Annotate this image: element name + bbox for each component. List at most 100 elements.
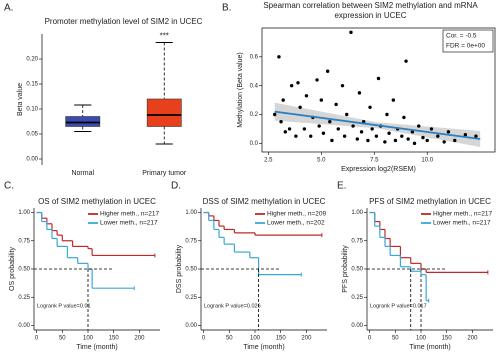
point	[294, 134, 298, 138]
point	[304, 94, 309, 98]
panel-label: C.	[4, 181, 14, 192]
point	[359, 130, 364, 134]
point	[391, 98, 396, 102]
x-tick-label: 7.5	[370, 158, 379, 164]
point	[366, 138, 370, 143]
point	[287, 127, 292, 131]
legend-text: FDR = 0e+00	[446, 43, 485, 50]
y-tick-label: 0.00	[18, 323, 30, 329]
fit-line	[274, 110, 481, 140]
point	[393, 138, 398, 143]
y-tick-label: 1.00	[18, 210, 30, 216]
panel-label: E.	[337, 181, 346, 192]
x-tick-label: 2.5	[264, 158, 273, 164]
point	[349, 30, 353, 35]
y-tick-label: 0.00	[351, 323, 363, 329]
point	[283, 130, 287, 134]
legend-text: Higher meth., n=217	[100, 211, 159, 218]
point	[446, 130, 451, 134]
y-tick-label: 0.75	[351, 238, 363, 244]
annotation: ***	[160, 32, 169, 41]
y-tick-label: 0.00	[26, 157, 38, 163]
point	[289, 83, 294, 88]
point	[374, 134, 379, 138]
legend-text: Lower meth., n=217	[433, 220, 491, 227]
point	[368, 105, 372, 110]
y-tick-label: 0.05	[26, 132, 38, 138]
chart-title: DSS of SIM2 methylation in UCEC	[203, 197, 326, 206]
box	[146, 98, 182, 127]
annotation: Logrank P value=0.01	[37, 303, 91, 309]
y-tick-label: 0.50	[18, 267, 30, 273]
x-axis-label: Expression log2(RSEM)	[341, 166, 416, 173]
x-tick-label: 50	[392, 336, 399, 342]
y-tick-label: 0.2	[250, 112, 259, 118]
chart-title: expression in UCEC	[334, 11, 406, 20]
point	[383, 140, 387, 144]
point	[387, 131, 391, 135]
y-tick-label: 1.00	[351, 210, 363, 216]
x-tick-label: 10.0	[421, 158, 433, 164]
point	[421, 135, 425, 140]
x-tick-label: 200	[301, 336, 312, 342]
chart-title: OS of SIM2 methylation in UCEC	[38, 197, 156, 206]
legend-box	[442, 29, 494, 53]
point	[376, 76, 381, 81]
point	[425, 138, 429, 143]
point	[309, 134, 313, 138]
point	[277, 55, 281, 59]
point	[330, 138, 334, 143]
plot-area	[261, 27, 496, 153]
x-tick-label: 100	[416, 336, 427, 342]
point	[406, 137, 410, 141]
x-tick-label: 150	[109, 336, 120, 342]
point	[442, 140, 446, 144]
chart-title: Spearman correlation between SIM2 methyl…	[263, 1, 478, 10]
x-tick-label: 50	[226, 336, 233, 342]
y-tick-label: 0.25	[18, 295, 30, 301]
y-axis-label: PFS probability	[342, 245, 349, 293]
x-tick-label: 0	[35, 336, 39, 342]
panel-label: D.	[171, 181, 181, 192]
panel-label: A.	[4, 3, 13, 14]
x-tick-label: 100	[250, 336, 261, 342]
point	[279, 120, 283, 124]
point	[355, 137, 360, 141]
point	[404, 59, 408, 63]
x-tick-label: 100	[83, 336, 94, 342]
y-axis-label: Beta value	[17, 83, 24, 116]
point	[340, 83, 345, 88]
point	[400, 134, 404, 138]
point	[328, 120, 332, 124]
y-tick-label: 0.25	[351, 295, 363, 301]
chart-title: Promoter methylation level of SIM2 in UC…	[45, 17, 203, 26]
point	[325, 69, 330, 73]
point	[319, 98, 324, 102]
panel-label: B.	[222, 3, 231, 14]
y-tick-label: 0.50	[185, 267, 197, 273]
y-axis-label: DSS probability	[176, 244, 183, 293]
point	[298, 105, 302, 110]
point	[321, 131, 326, 135]
y-tick-label: 0.6	[250, 54, 259, 60]
x-tick-label: 200	[467, 336, 478, 342]
x-tick-label: 50	[59, 336, 66, 342]
point	[315, 78, 319, 82]
point	[463, 132, 468, 137]
x-axis-label: Time (month)	[76, 344, 117, 351]
chart-title: PFS of SIM2 methylation in UCEC	[369, 197, 491, 206]
x-tick-label: Primary tumor	[142, 170, 187, 177]
point	[345, 112, 349, 117]
point	[436, 134, 440, 138]
legend-text: Higher meth., n=209	[267, 211, 326, 218]
legend-text: Higher meth., n=217	[433, 211, 492, 218]
y-tick-label: 0.75	[18, 238, 30, 244]
x-tick-label: 200	[134, 336, 145, 342]
x-tick-label: 0	[368, 336, 372, 342]
point	[296, 81, 300, 85]
point	[334, 102, 338, 107]
y-tick-label: 0.00	[185, 323, 197, 329]
point	[342, 134, 347, 138]
y-tick-label: 0.0	[250, 141, 259, 147]
